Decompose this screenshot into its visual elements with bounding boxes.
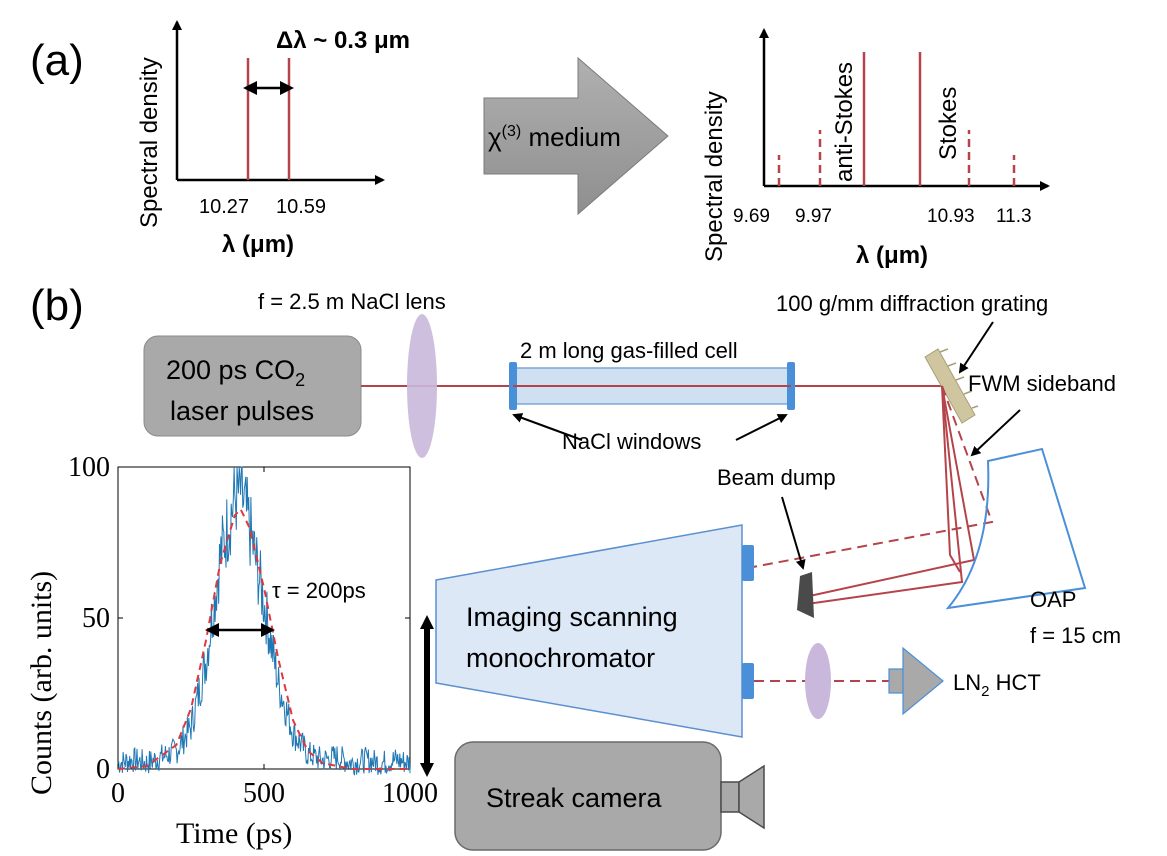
cell-label: 2 m long gas-filled cell: [520, 338, 738, 363]
inset-chart: 0 50 100 0 500 1000 τ = 200ps Counts (arb. u…: [25, 452, 438, 850]
right-plot-ylabel: Spectral density: [701, 91, 728, 262]
laser-label-line1: 200 ps CO2: [166, 355, 305, 390]
mono-label-line2: monochromator: [466, 643, 655, 673]
inset-xtick-label: 1000: [382, 778, 438, 809]
right-plot-tick-11-3: 11.3: [996, 206, 1032, 227]
panel-b-label: (b): [30, 281, 84, 330]
laser-label-line2: laser pulses: [170, 396, 314, 426]
chi3-medium-arrow: χ(3) medium: [483, 56, 669, 216]
inset-ytick-label: 100: [68, 452, 110, 483]
hct-detector: [888, 646, 944, 716]
streak-camera-label: Streak camera: [486, 783, 663, 813]
beam-to-dump-3: [941, 385, 961, 573]
laser-source-box: 200 ps CO2 laser pulses: [143, 335, 362, 437]
left-plot-tick-10-27: 10.27: [199, 196, 249, 218]
inset-xlabel: Time (ps): [176, 817, 292, 850]
streak-camera-lens: [720, 781, 740, 813]
right-plot-tick-9-69: 9.69: [733, 206, 770, 227]
mono-input-port-1: [742, 545, 754, 581]
diffraction-grating: [924, 348, 979, 424]
chi3-medium-label: χ(3) medium: [488, 122, 621, 152]
windows-pointer-right: [735, 414, 788, 441]
beam-dump-label: Beam dump: [717, 465, 836, 490]
left-plot-ylabel: Spectral density: [136, 57, 163, 228]
sideband-beam: [752, 385, 994, 568]
stokes-label: Stokes: [935, 87, 962, 160]
beam-dump: [797, 572, 814, 618]
left-spectrum-plot: Spectral density 10.27 10.59 λ (μm) Δλ ~…: [136, 20, 410, 258]
grating-label: 100 g/mm diffraction grating: [776, 291, 1048, 316]
right-plot-tick-10-93: 10.93: [927, 206, 975, 227]
right-plot-xlabel: λ (μm): [856, 242, 928, 269]
anti-stokes-label: anti-Stokes: [831, 62, 858, 182]
streak-camera: Streak camera: [454, 741, 765, 851]
streak-camera-hood: [738, 764, 765, 830]
panel-a-label: (a): [30, 36, 84, 85]
left-plot-xlabel: λ (μm): [222, 231, 294, 258]
gas-filled-cell: [509, 362, 795, 410]
inset-measured-trace: [117, 466, 411, 776]
grating-pointer: [958, 321, 994, 374]
right-plot-tick-9-97: 9.97: [795, 206, 832, 227]
inset-ytick-label: 50: [82, 603, 110, 634]
inset-gaussian-fit: [117, 507, 410, 770]
detector-lens: [805, 643, 831, 719]
detector-label: LN2 HCT: [953, 670, 1041, 700]
nacl-lens: [407, 314, 437, 458]
inset-xtick-label: 0: [111, 778, 125, 809]
oap-label-line2: f = 15 cm: [1030, 623, 1121, 648]
beam-to-dump-1: [804, 385, 976, 598]
windows-label: NaCl windows: [562, 429, 701, 454]
oap-label-line1: OAP: [1030, 587, 1076, 612]
mono-output-port-2: [742, 663, 754, 699]
inset-ytick-label: 0: [96, 754, 110, 785]
diffracted-beams: [752, 385, 994, 605]
windows-pointer-left: [512, 413, 583, 441]
monochromator: Imaging scanning monochromator: [435, 524, 754, 738]
inset-ylabel: Counts (arb. units): [25, 571, 58, 795]
oap-mirror: [945, 447, 1087, 610]
delta-lambda-label: Δλ ~ 0.3 μm: [276, 27, 410, 54]
beam-to-dump-2: [806, 385, 964, 605]
left-plot-tick-10-59: 10.59: [276, 196, 326, 218]
fwm-label: FWM sideband: [968, 371, 1116, 396]
mono-label-line1: Imaging scanning: [466, 602, 678, 632]
inset-xtick-label: 500: [243, 778, 285, 809]
right-spectrum-plot: Spectral density anti-Stokes Stokes 9.69…: [701, 28, 1050, 269]
lens-label: f = 2.5 m NaCl lens: [258, 289, 446, 314]
tau-label: τ = 200ps: [272, 578, 366, 603]
beam-dump-pointer: [781, 496, 806, 570]
fwm-pointer: [970, 409, 1021, 457]
